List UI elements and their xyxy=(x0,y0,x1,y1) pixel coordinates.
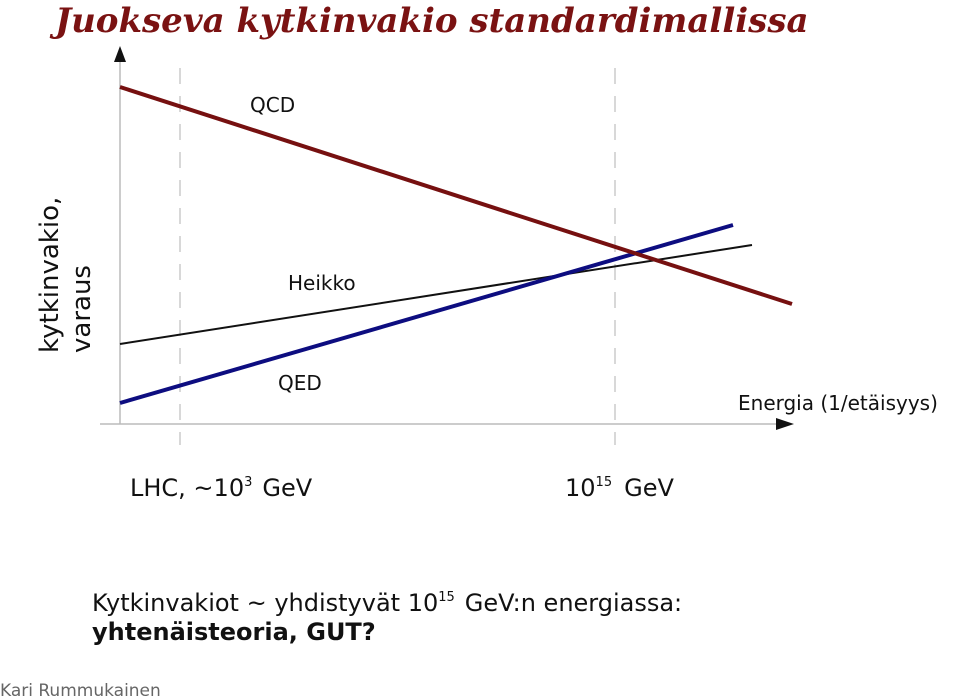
y-axis-label: varaus xyxy=(67,265,97,353)
caption-text: Kytkinvakiot ~ yhdistyvät 10 xyxy=(92,589,438,617)
weak-label: Heikko xyxy=(288,271,356,295)
caption-sup: 15 xyxy=(438,590,455,605)
y-arrow xyxy=(114,46,126,62)
y-axis-label: kytkinvakio, xyxy=(35,197,65,353)
caption-bold: yhtenäisteoria, GUT? xyxy=(92,618,376,646)
marker-sup: 3 xyxy=(244,475,252,490)
weak-line xyxy=(119,244,753,345)
footer: Kari Rummukainen xyxy=(0,681,161,698)
marker-unit: GeV xyxy=(624,474,674,502)
marker-sup: 15 xyxy=(596,475,613,490)
marker-unit: GeV xyxy=(262,474,312,502)
qed-label: QED xyxy=(278,371,322,395)
marker-text: 10 xyxy=(565,474,596,502)
qed-line xyxy=(119,223,734,405)
title: Juokseva kytkinvakio standardimallissa xyxy=(49,1,809,41)
marker-text: LHC, ~10 xyxy=(130,474,244,502)
qcd-label: QCD xyxy=(250,93,295,117)
x-arrow xyxy=(776,418,794,430)
caption: Kytkinvakiot ~ yhdistyvät 1015 GeV:n ener… xyxy=(92,589,682,617)
caption-text: GeV:n energiassa: xyxy=(465,589,682,617)
lhc-marker: LHC, ~103 GeV xyxy=(130,474,313,502)
x-axis-label: Energia (1/etäisyys) xyxy=(738,391,938,415)
qcd-line xyxy=(119,85,793,306)
gut-marker: 1015 GeV xyxy=(565,474,674,502)
